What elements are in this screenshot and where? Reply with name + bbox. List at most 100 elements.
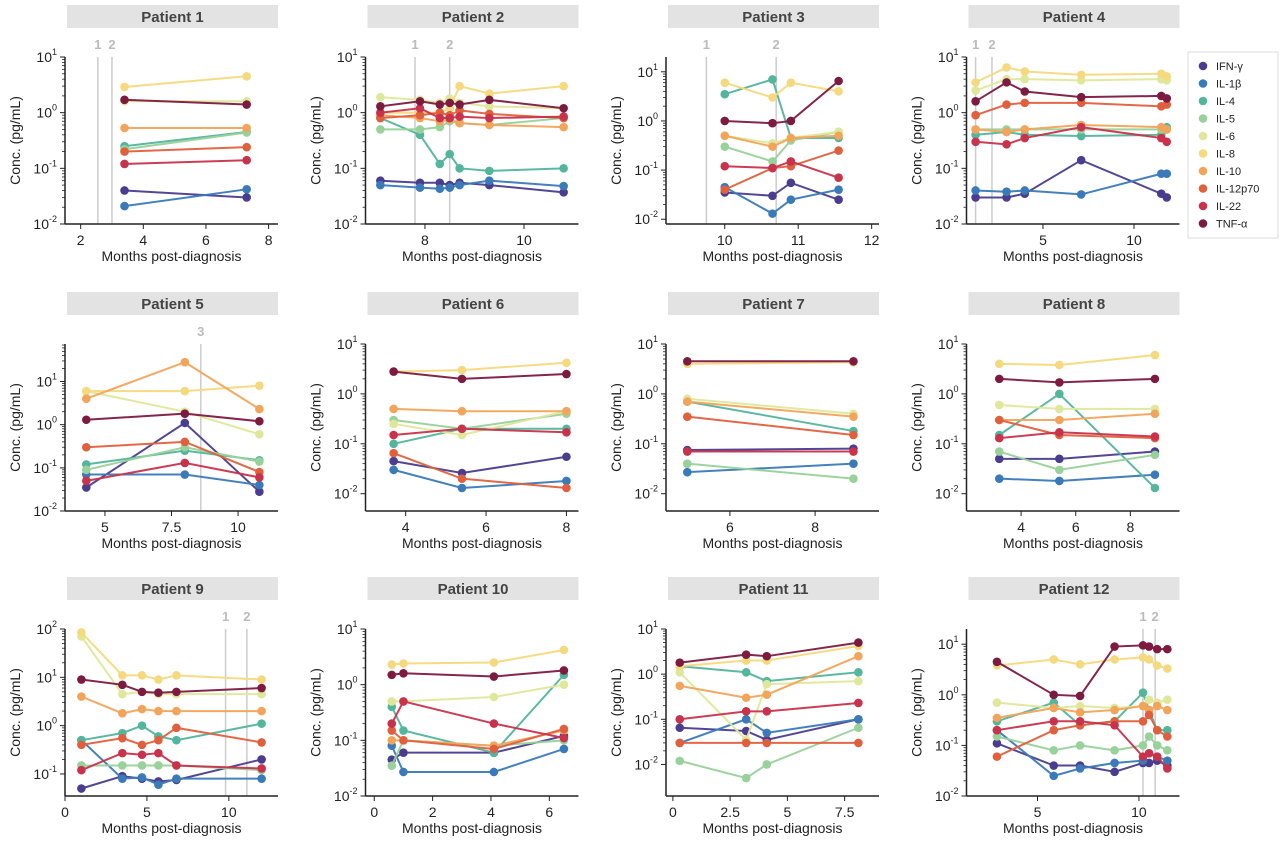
y-tick-label: 10-1 — [33, 764, 57, 782]
event-label: 2 — [243, 609, 250, 624]
data-point — [120, 147, 129, 156]
x-tick-label: 10 — [1126, 232, 1142, 248]
data-point — [994, 359, 1004, 369]
y-axis-label: Conc. (pg/mL) — [308, 668, 324, 757]
data-point — [376, 102, 385, 111]
data-point — [1055, 454, 1064, 464]
legend: IFN-γ IL-1β IL-4 IL-5 IL-6 IL-8 IL-10 IL-12p70 I… — [1187, 51, 1279, 239]
data-point — [242, 155, 251, 165]
y-tick-label: 10-2 — [33, 501, 57, 519]
data-point — [849, 357, 858, 366]
data-point — [559, 645, 569, 655]
series-line-IL-8 — [679, 645, 859, 668]
y-tick-label: 101 — [337, 619, 358, 637]
data-point — [172, 774, 181, 783]
y-axis-label: Conc. (pg/mL) — [7, 96, 23, 185]
y-tick-label: 10-1 — [634, 160, 658, 178]
data-point — [683, 397, 692, 406]
x-tick-label: 6 — [726, 519, 734, 535]
data-point — [1162, 169, 1172, 179]
data-point — [445, 98, 455, 108]
series-line-IFN-γ — [391, 734, 565, 761]
series-line-IL-1β — [724, 186, 839, 215]
panel-7: Patient 7 6 8 10-2 10-1 100 101 Months post-dia… — [608, 292, 879, 551]
data-point — [255, 457, 264, 466]
data-point — [1144, 642, 1154, 651]
data-point — [1002, 78, 1011, 87]
data-point — [1138, 688, 1148, 698]
x-tick-label: 8 — [811, 519, 819, 535]
data-point — [559, 733, 569, 743]
x-tick-label: 10 — [717, 232, 733, 248]
panel-title: Patient 5 — [141, 296, 204, 313]
data-point — [720, 131, 730, 141]
y-tick-label: 100 — [36, 103, 57, 121]
data-point — [257, 764, 266, 773]
data-point — [376, 125, 385, 134]
data-point — [562, 476, 571, 486]
data-point — [445, 113, 455, 123]
data-point — [834, 173, 843, 183]
data-point — [120, 123, 129, 133]
data-point — [1150, 432, 1160, 441]
series-line-IL-8 — [687, 361, 854, 365]
data-point — [1020, 67, 1030, 76]
series-line-IL-12p70 — [81, 726, 262, 746]
x-tick-label: 6 — [482, 519, 490, 535]
data-point — [1020, 186, 1030, 195]
panel-title: Patient 10 — [438, 581, 509, 598]
series-line-IFN-γ — [679, 718, 859, 741]
data-point — [257, 689, 266, 699]
data-point — [1020, 98, 1030, 108]
data-point — [971, 186, 980, 195]
x-tick-label: 12 — [864, 232, 880, 248]
y-axis-label: Conc. (pg/mL) — [909, 383, 925, 472]
series-line-IL-10 — [85, 361, 260, 410]
data-point — [154, 706, 163, 716]
y-tick-label: 10-2 — [634, 484, 658, 502]
x-tick-label: 2.5 — [720, 804, 740, 820]
panel-6: Patient 6 4 6 8 10-2 10-1 100 101 Months post-di… — [308, 292, 579, 551]
x-axis-label: Months post-diagnosis — [1003, 820, 1143, 836]
x-tick-label: 10 — [221, 804, 237, 820]
data-point — [675, 667, 685, 677]
x-axis-label: Months post-diagnosis — [101, 820, 241, 836]
series-line-IFN-γ — [393, 455, 567, 475]
data-point — [971, 193, 980, 202]
data-point — [559, 122, 568, 132]
panel-title-bar — [968, 5, 1180, 28]
data-point — [387, 660, 397, 669]
series-line-IL-12p70 — [391, 728, 565, 750]
data-point — [994, 433, 1004, 443]
data-point — [1002, 187, 1011, 197]
series-line-TNF-α — [996, 644, 1168, 697]
series-line-TNF-α — [81, 678, 262, 694]
y-tick-label: 10-1 — [334, 730, 358, 748]
data-point — [435, 100, 445, 109]
data-point — [455, 81, 464, 91]
series-line-IL-1β — [124, 188, 247, 208]
data-point — [77, 675, 86, 684]
panel-title-bar — [67, 292, 278, 315]
panel-title: Patient 1 — [141, 9, 204, 26]
data-point — [786, 178, 796, 188]
data-point — [768, 75, 777, 84]
data-point — [720, 142, 730, 151]
data-point — [1162, 193, 1172, 202]
data-point — [118, 761, 127, 770]
x-axis-label: Months post-diagnosis — [402, 248, 542, 264]
legend-label: IL-22 — [1216, 201, 1241, 213]
series-line-IL-8 — [999, 354, 1156, 366]
data-point — [257, 706, 266, 716]
data-point — [137, 750, 147, 760]
data-point — [992, 739, 1002, 748]
data-point — [255, 473, 264, 482]
data-point — [489, 767, 499, 777]
data-point — [77, 784, 86, 793]
data-point — [683, 467, 692, 477]
panel-title: Patient 12 — [1039, 581, 1110, 598]
data-point — [415, 183, 425, 192]
data-point — [1076, 70, 1086, 80]
y-tick-label: 100 — [36, 716, 57, 734]
y-axis-label: Conc. (pg/mL) — [308, 96, 324, 185]
